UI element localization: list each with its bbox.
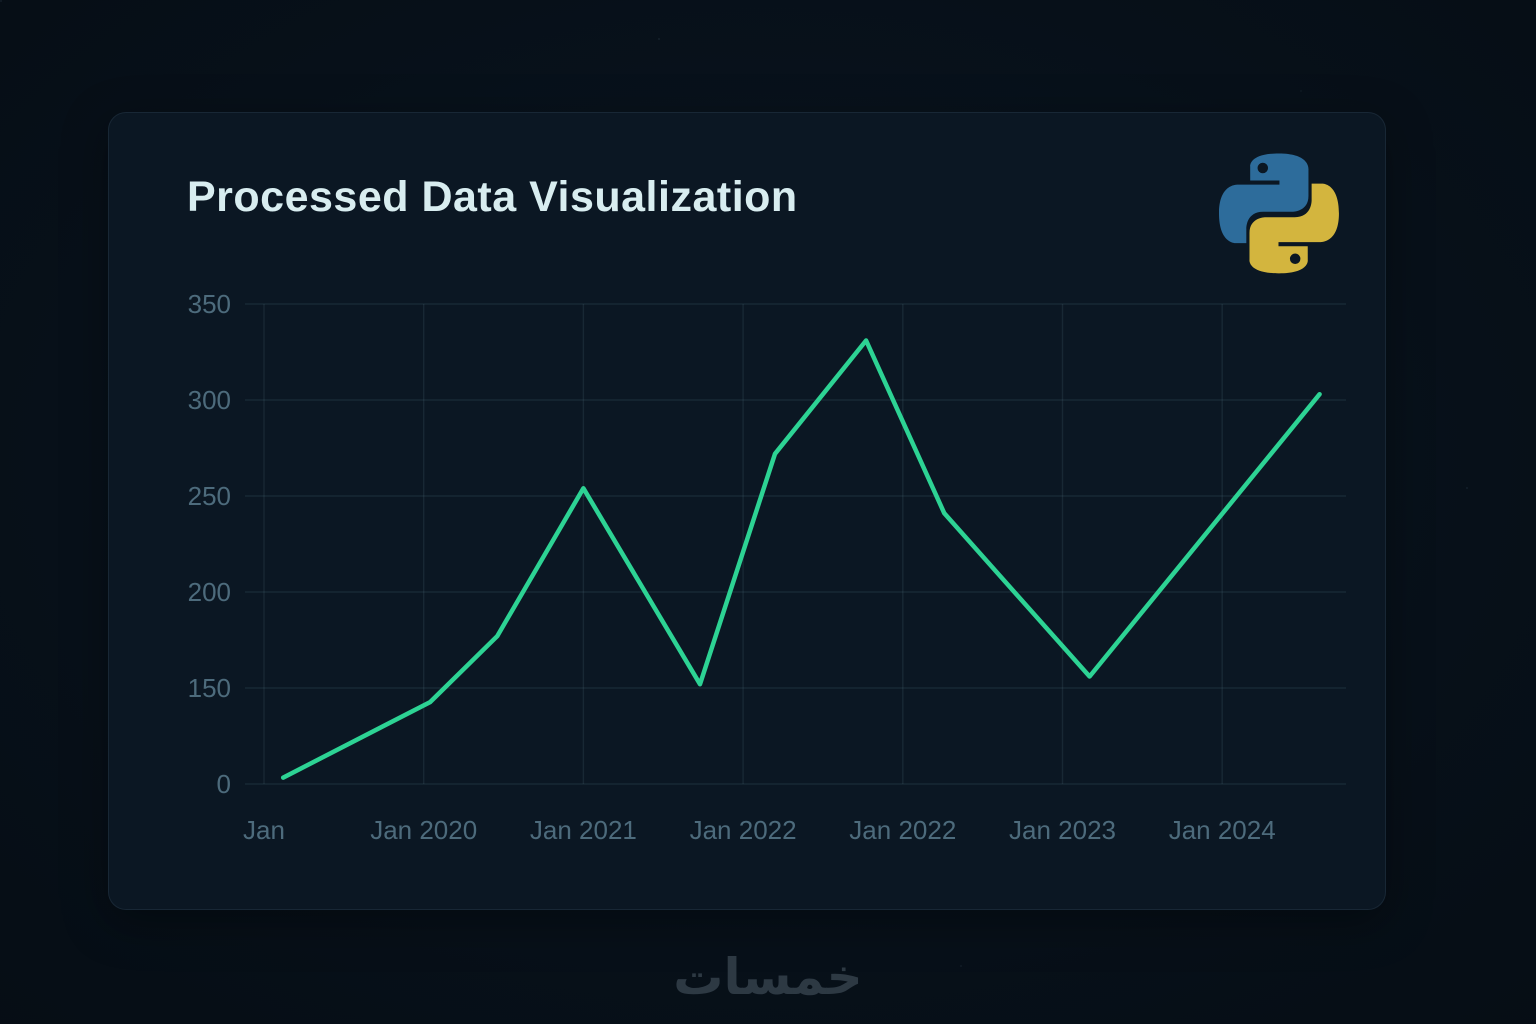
python-logo-blue-snake [1219,153,1309,244]
chart-title: Processed Data Visualization [187,173,798,221]
python-logo-icon [1219,153,1339,274]
chart-card: Processed Data Visualization [108,112,1386,910]
watermark-text: خمسات [673,948,863,1006]
background-dots [0,0,2,2]
python-logo-yellow-snake [1249,183,1339,274]
